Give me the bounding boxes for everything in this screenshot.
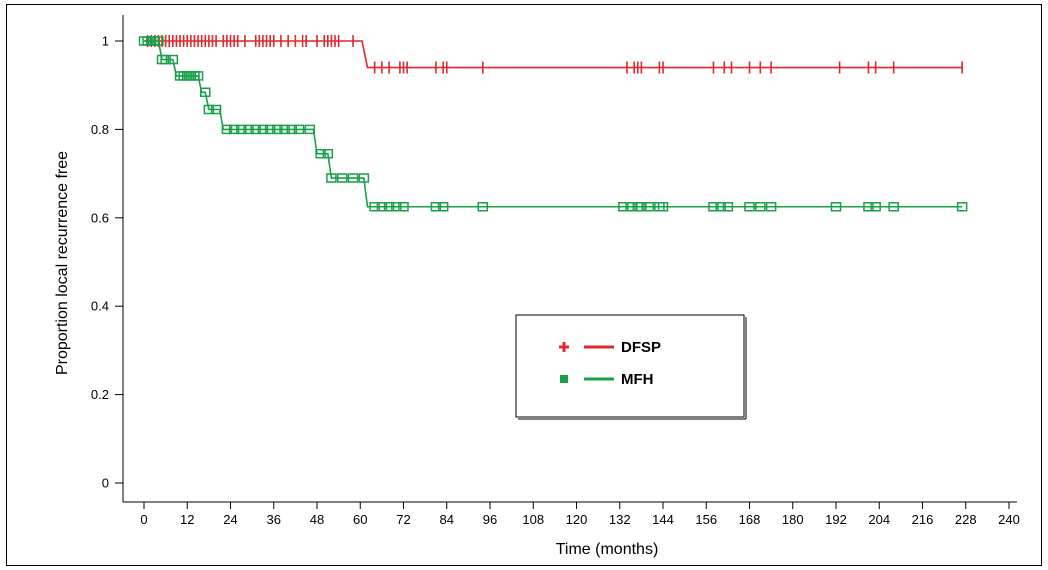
censor-mark-mfh — [369, 202, 380, 212]
censor-mark-mfh — [336, 173, 348, 183]
censor-mark-mfh — [398, 202, 409, 212]
y-tick-label: 1 — [102, 34, 109, 49]
censor-mark-mfh — [765, 202, 777, 212]
censor-mark-mfh — [636, 202, 647, 212]
censor-mark-mfh — [257, 124, 269, 135]
legend-label-mfh: MFH — [621, 371, 654, 388]
x-tick-label: 12 — [180, 512, 194, 527]
y-tick-label: 0.6 — [91, 210, 109, 225]
censor-mark-mfh — [715, 202, 726, 212]
censor-mark-mfh — [236, 124, 247, 135]
x-tick-label: 36 — [267, 512, 281, 527]
x-tick-label: 180 — [782, 512, 804, 527]
censor-mark-mfh — [167, 54, 179, 65]
censor-mark-mfh — [293, 124, 305, 135]
censor-mark-mfh — [830, 202, 842, 212]
x-tick-label: 96 — [483, 512, 497, 527]
censor-mark-mfh — [477, 202, 489, 212]
series-line-mfh — [144, 40, 963, 208]
axes: 0 0.2 0.4 0.6 0.8 1 0 12 24 36 48 60 72 84 96 108 120 132… — [54, 15, 1020, 558]
y-tick-label: 0.8 — [91, 122, 109, 137]
censor-mark-mfh — [228, 124, 240, 135]
x-tick-label: 168 — [739, 512, 761, 527]
x-tick-label: 156 — [695, 512, 717, 527]
x-tick-label: 24 — [223, 512, 237, 527]
censor-mark-mfh — [160, 54, 171, 65]
censor-mark-mfh — [870, 202, 881, 212]
y-tick-label: 0.4 — [91, 299, 109, 314]
x-tick-label: 144 — [652, 512, 674, 527]
censor-mark-mfh — [437, 202, 449, 212]
censor-mark-mfh — [153, 36, 164, 46]
x-tick-label: 216 — [912, 512, 934, 527]
censor-mark-mfh — [221, 124, 233, 135]
censor-mark-mfh — [625, 202, 636, 212]
chart-marks — [138, 35, 968, 212]
censor-mark-mfh — [272, 124, 283, 135]
censor-mark-mfh — [755, 202, 766, 212]
censor-mark-mfh — [708, 202, 719, 212]
censor-mark-mfh — [657, 202, 669, 212]
y-tick-label: 0.2 — [91, 387, 109, 402]
censor-mark-mfh — [203, 104, 215, 115]
censor-mark-mfh — [888, 202, 899, 212]
censor-mark-mfh — [430, 202, 442, 212]
censor-mark-mfh — [643, 202, 654, 212]
censor-mark-mfh — [326, 173, 337, 183]
x-tick-label: 240 — [998, 512, 1020, 527]
x-tick-label: 204 — [868, 512, 890, 527]
x-tick-label: 192 — [825, 512, 847, 527]
censor-mark-mfh — [200, 87, 211, 98]
censor-mark-mfh — [956, 202, 968, 212]
x-tick-label: 120 — [566, 512, 588, 527]
censor-mark-mfh — [192, 71, 204, 81]
legend-box — [515, 314, 745, 418]
y-axis-title: Proportion local recurrence free — [54, 151, 71, 375]
censor-mark-mfh — [863, 202, 874, 212]
censor-mark-mfh — [618, 202, 629, 212]
legend-marker-dfsp — [559, 342, 569, 352]
censor-mark-mfh — [250, 124, 261, 135]
censor-mark-mfh — [383, 202, 395, 212]
censor-mark-mfh — [286, 124, 298, 135]
x-tick-label: 108 — [522, 512, 544, 527]
x-tick-label: 84 — [440, 512, 454, 527]
censor-mark-mfh — [210, 104, 222, 115]
censor-mark-mfh — [347, 173, 359, 183]
x-tick-label: 72 — [396, 512, 410, 527]
censor-mark-mfh — [376, 202, 388, 212]
censor-mark-mfh — [744, 202, 755, 212]
censor-mark-mfh — [304, 124, 316, 135]
censor-mark-mfh — [391, 202, 402, 212]
chart-figure: 0 0.2 0.4 0.6 0.8 1 0 12 24 36 48 60 72 84 96 108 120 132… — [6, 4, 1042, 566]
chart-svg: 0 0.2 0.4 0.6 0.8 1 0 12 24 36 48 60 72 84 96 108 120 132… — [54, 15, 1020, 558]
series-line-dfsp — [144, 40, 963, 69]
censor-mark-mfh — [358, 173, 370, 183]
censor-mark-mfh — [315, 148, 326, 159]
legend-label-dfsp: DFSP — [621, 339, 661, 356]
legend: DFSP MFH — [515, 314, 747, 420]
censor-mark-mfh — [279, 124, 290, 135]
x-tick-label: 60 — [353, 512, 367, 527]
censor-mark-mfh — [722, 202, 734, 212]
x-tick-label: 0 — [140, 512, 147, 527]
censor-mark-mfh — [264, 124, 276, 135]
x-axis-title: Time (months) — [556, 541, 659, 558]
x-tick-label: 228 — [955, 512, 977, 527]
x-tick-label: 132 — [609, 512, 631, 527]
legend-marker-mfh — [560, 375, 568, 383]
censor-mark-mfh — [243, 124, 254, 135]
x-tick-label: 48 — [310, 512, 324, 527]
y-tick-label: 0 — [102, 476, 109, 491]
censor-mark-mfh — [322, 148, 334, 159]
